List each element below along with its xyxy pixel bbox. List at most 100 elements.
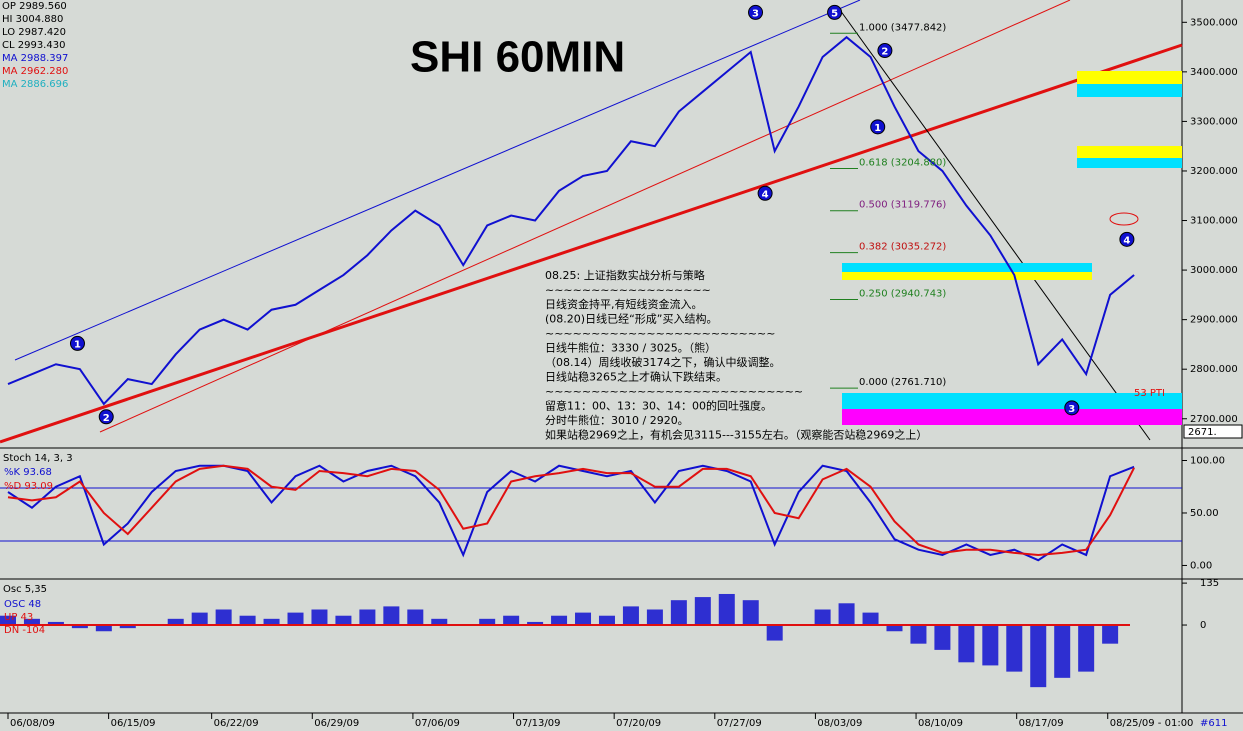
y-tick-label: 135 [1200,578,1219,589]
trend-line [0,43,1183,444]
zone [1077,84,1182,97]
last-price: 2671. [1188,427,1217,438]
fib-label: 0.500 (3119.776) [859,200,946,211]
osc-bar [1054,625,1071,678]
legend-label: %K 93.68 [4,467,52,478]
fib-label: 0.618 (3204.880) [859,158,946,169]
osc-bar [742,600,759,626]
osc-bar [71,625,88,629]
zone [842,263,1092,272]
x-tick-label: 08/17/09 [1019,718,1064,729]
wave-label: 1 [874,123,881,134]
y-tick-label: 2800.000 [1190,364,1238,375]
osc-bar [383,606,400,626]
osc-bar [958,625,975,663]
osc-bar [814,609,831,626]
y-tick-label: 3100.000 [1190,216,1238,227]
wave-marker [870,119,886,135]
osc-bar [407,609,424,626]
note-line: 如果站稳2969之上，有机会见3115---3155左右。（观察能否站稳2969… [545,428,927,442]
note-line: ~~~~~~~~~~~~~~~~~~~~~~~~~~~~ [545,385,803,398]
x-tick-label: 07/20/09 [616,718,661,729]
y-tick-label: 2900.000 [1190,315,1238,326]
wave-marker [827,4,843,20]
y-tick-label: 0 [1200,620,1206,631]
wave-marker [748,4,764,20]
wave-marker [1064,400,1080,416]
osc-bar [838,603,855,626]
quote-line: OP 2989.560 [2,1,67,12]
osc-bar [862,612,879,626]
wave-label: 3 [752,8,759,19]
osc-label: UP 43 [4,612,33,623]
osc-bar [119,625,136,629]
osc-bar [479,618,496,626]
x-tick-label: 07/27/09 [717,718,762,729]
y-tick-label: 2700.000 [1190,414,1238,425]
x-tick-label: 07/13/09 [516,718,561,729]
osc-bar [886,625,903,632]
x-tick-label: 06/29/09 [314,718,359,729]
y-tick-label: 3300.000 [1190,116,1238,127]
circle [1109,212,1139,226]
fib-label: 0.000 (2761.710) [859,377,946,388]
x-tick-label: 06/15/09 [111,718,156,729]
osc-label: DN -104 [4,625,45,636]
x-tick-label: 06/22/09 [214,718,259,729]
wave-label: 4 [762,189,769,200]
wave-label: 2 [881,47,888,58]
x-tick-label: 07/06/09 [415,718,460,729]
panel-title: Stoch 14, 3, 3 [3,453,73,464]
zone [1077,158,1182,168]
note-line: 分时牛熊位：3010 / 2920。 [545,413,689,427]
y-tick-label: 3000.000 [1190,265,1238,276]
quote-line: LO 2987.420 [2,27,66,38]
quote-line: MA 2886.696 [2,79,68,90]
y-tick-label: 50.00 [1190,508,1219,519]
osc-bar [718,593,735,626]
osc-bar [622,606,639,626]
chart-title: SHI 60MIN [410,33,625,82]
wave-label: 1 [74,339,81,350]
osc-bar [694,597,711,626]
osc-bar [598,615,615,626]
price-box [1183,424,1243,439]
y-tick-label: 3500.000 [1190,17,1238,28]
zone [842,393,1182,409]
marker-label: 53 PTI [1134,388,1165,399]
x-tick-label: 06/08/09 [10,718,55,729]
note-line: （08.14）周线收破3174之下，确认中级调整。 [545,355,780,369]
fib-label: 1.000 (3477.842) [859,22,946,33]
trend-line [99,0,1071,433]
quote-line: CL 2993.430 [2,40,65,51]
y-tick-label: 0.00 [1190,560,1212,571]
osc-bar [503,615,520,626]
osc-bar [934,625,951,650]
wave-marker [877,43,893,59]
quote-line: MA 2962.280 [2,66,68,77]
y-tick-label: 3200.000 [1190,166,1238,177]
zone [1077,71,1182,84]
channel-line [14,0,861,361]
layout [0,0,1243,714]
osc-bar [1006,625,1023,672]
osc-bar [335,615,352,626]
channel-line [839,9,1151,441]
note-line: (08.20)日线已经“形成”买入结构。 [545,312,717,326]
osc-bar [766,625,783,641]
osc-label: OSC 48 [4,599,41,610]
osc-bar [95,625,112,632]
y-tick-label: 100.00 [1190,455,1225,466]
wave-marker [69,335,85,351]
osc-bar [23,618,40,626]
stoch-line [7,464,1135,556]
osc-bar [431,618,448,626]
wave-marker [757,185,773,201]
note-line: ~~~~~~~~~~~~~~~~~~~~~~~~~ [545,327,775,340]
quote-line: MA 2988.397 [2,53,68,64]
wave-label: 3 [1068,404,1075,415]
wave-marker [98,409,114,425]
